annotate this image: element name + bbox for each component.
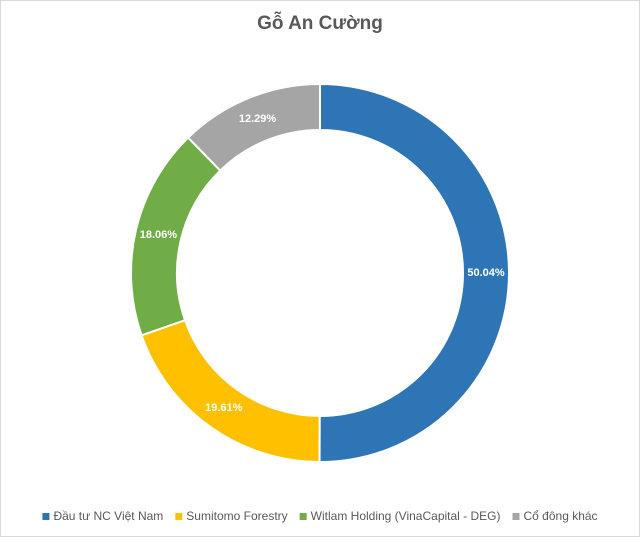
data-label: 19.61% (205, 402, 243, 414)
donut-segment (186, 82, 321, 172)
legend-label: Sumitomo Forestry (186, 509, 287, 523)
legend-marker (175, 513, 183, 520)
donut-segment (318, 82, 511, 463)
legend-marker (42, 513, 50, 520)
legend-marker (512, 513, 520, 520)
legend-label: Witlam Holding (VinaCapital - DEG) (311, 509, 501, 523)
chart-title: Gỗ An Cường (257, 12, 383, 34)
legend-marker (299, 513, 307, 520)
data-label: 50.04% (467, 267, 505, 279)
data-label: 12.29% (239, 113, 277, 125)
legend-label: Cổ đông khác (524, 509, 598, 523)
legend-label: Đầu tư NC Việt Nam (53, 509, 163, 523)
data-label: 18.06% (140, 229, 178, 241)
